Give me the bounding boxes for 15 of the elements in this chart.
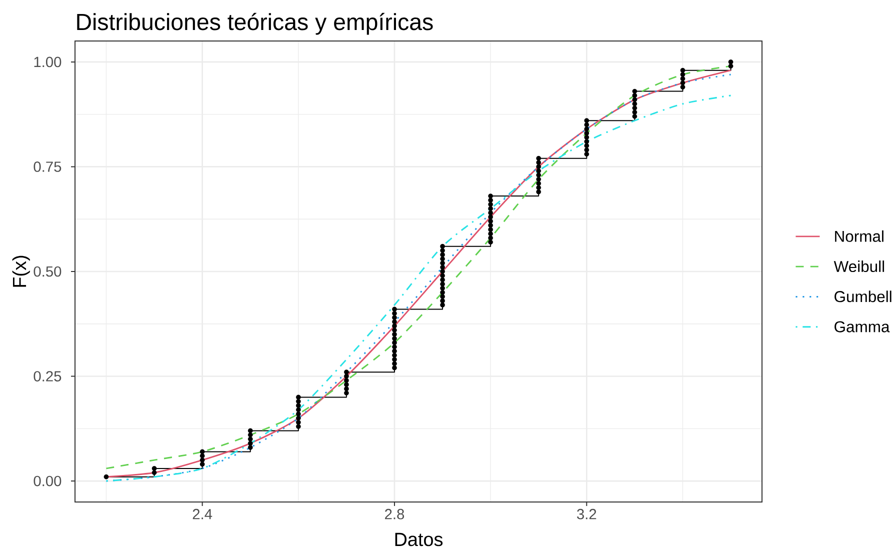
legend-label: Gumbell (834, 290, 892, 302)
legend-label: Weibull (834, 260, 884, 272)
y-tick-label: 0.50 (34, 266, 62, 277)
y-tick-label: 0.75 (34, 162, 62, 172)
y-tick-label: 1.00 (34, 56, 62, 68)
x-tick-label: 3.2 (577, 508, 596, 520)
x-axis-title: Datos (395, 532, 443, 546)
x-tick-label: 2.8 (385, 508, 404, 520)
legend-label: Gamma (834, 321, 890, 332)
chart-title: Distribuciones teóricas y empíricas (77, 12, 433, 35)
legend-label: Normal (835, 230, 884, 242)
x-tick-label: 2.4 (192, 508, 212, 520)
y-tick-label: 0.00 (34, 476, 62, 486)
y-axis-title: F(x) (12, 256, 30, 287)
y-tick-label: 0.25 (34, 371, 62, 382)
